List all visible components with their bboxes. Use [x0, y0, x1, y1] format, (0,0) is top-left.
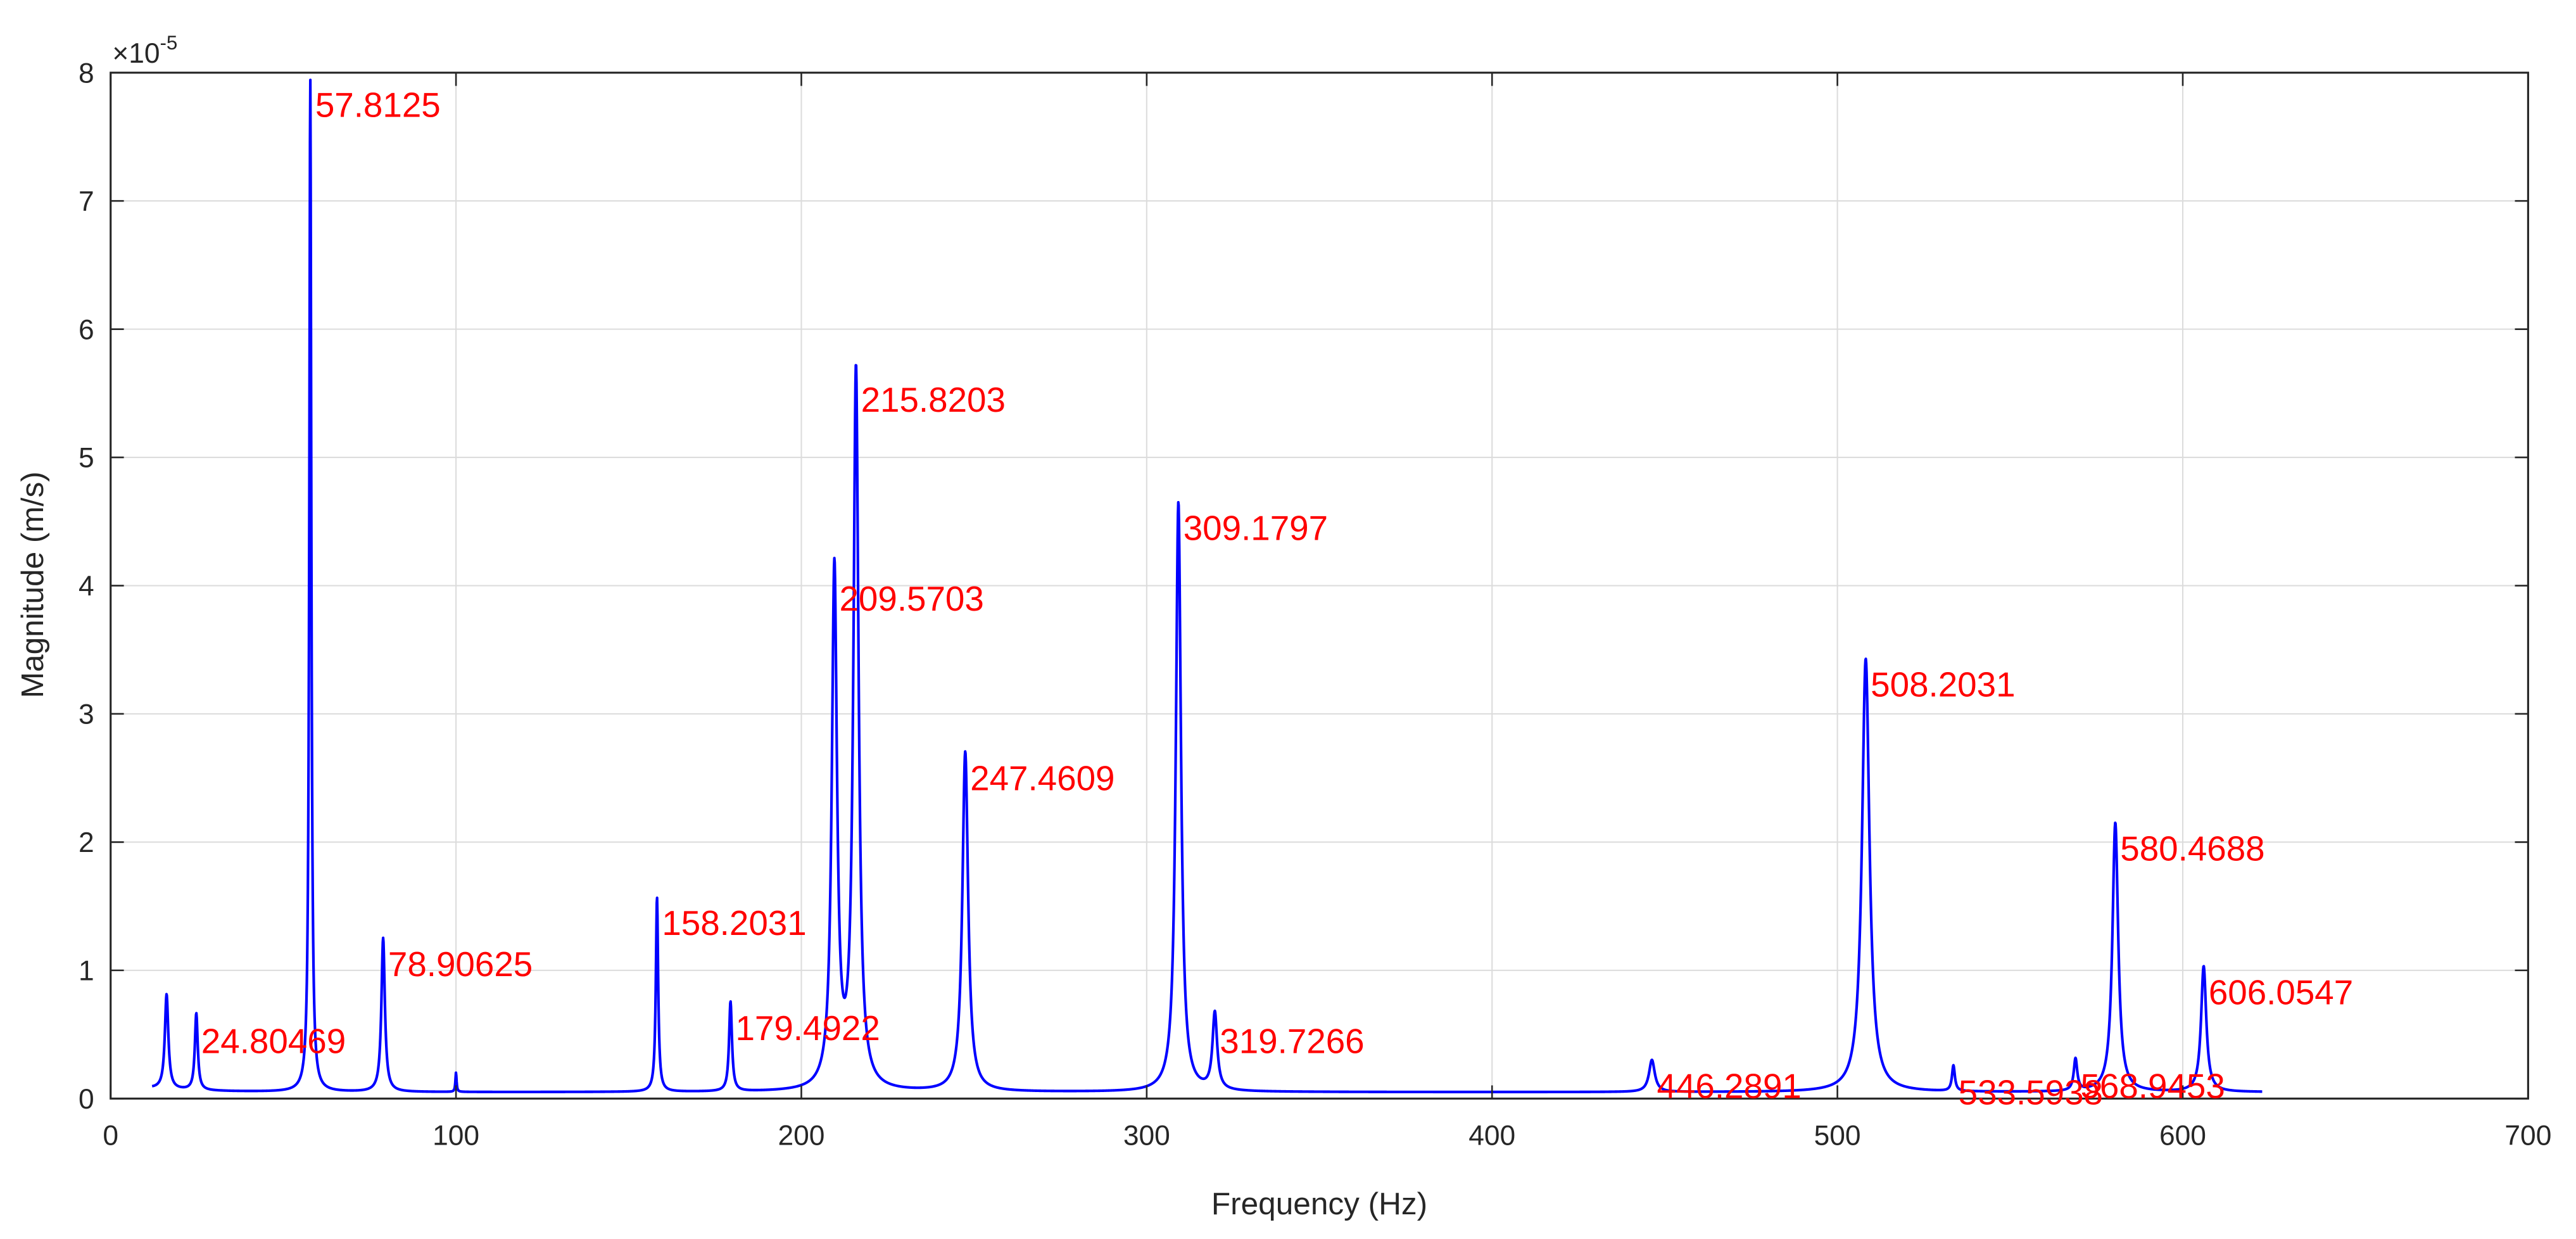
peak-label: 209.5703 — [839, 579, 983, 618]
y-tick-label: 5 — [79, 443, 94, 474]
axis-ticks — [110, 72, 2529, 1100]
y-tick-label: 4 — [79, 571, 94, 602]
x-tick-label: 0 — [103, 1120, 118, 1151]
peak-label: 508.2031 — [1871, 665, 2015, 704]
peak-label: 215.8203 — [861, 380, 1006, 419]
x-tick-label: 300 — [1123, 1120, 1170, 1151]
peak-label: 309.1797 — [1184, 509, 1328, 548]
peak-label: 24.80469 — [201, 1021, 346, 1060]
peak-label: 319.7266 — [1220, 1021, 1364, 1060]
y-axis-label: Magnitude (m/s) — [15, 471, 50, 698]
x-axis-label: Frequency (Hz) — [1211, 1186, 1427, 1221]
peak-label: 533.5938 — [1959, 1072, 2103, 1112]
peak-label: 606.0547 — [2209, 972, 2353, 1012]
x-tick-label: 600 — [2159, 1120, 2206, 1151]
y-tick-label: 3 — [79, 699, 94, 730]
y-tick-label: 0 — [79, 1084, 94, 1115]
y-tick-label: 2 — [79, 827, 94, 858]
x-tick-label: 200 — [778, 1120, 824, 1151]
x-tick-label: 100 — [432, 1120, 479, 1151]
magnitude-line — [151, 79, 2263, 1093]
peak-label: 446.2891 — [1657, 1066, 1802, 1105]
y-tick-label: 8 — [79, 58, 94, 89]
peak-label: 158.2031 — [662, 903, 806, 943]
y-tick-label: 7 — [79, 186, 94, 217]
magnitude-curve — [151, 79, 2263, 1093]
x-tick-label: 700 — [2504, 1120, 2551, 1151]
peak-label: 57.8125 — [315, 86, 441, 125]
peak-label: 247.4609 — [970, 758, 1114, 797]
peak-labels: 24.80469 57.8125 78.90625 158.2031 179.4922 2… — [201, 86, 2353, 1112]
y-tick-labels: 0 1 2 3 4 5 6 7 8 — [79, 58, 94, 1115]
peak-label: 580.4688 — [2120, 829, 2264, 868]
x-tick-labels: 0 100 200 300 400 500 600 700 — [103, 1120, 2551, 1151]
peak-label: 179.4922 — [735, 1008, 880, 1048]
y-exponent-label: ×10-5 — [112, 32, 177, 69]
y-tick-label: 1 — [79, 956, 94, 987]
peak-label: 78.90625 — [388, 944, 533, 984]
x-tick-label: 500 — [1814, 1120, 1861, 1151]
peak-label: 568.9453 — [2080, 1066, 2225, 1105]
x-tick-label: 400 — [1468, 1120, 1515, 1151]
y-tick-label: 6 — [79, 314, 94, 345]
